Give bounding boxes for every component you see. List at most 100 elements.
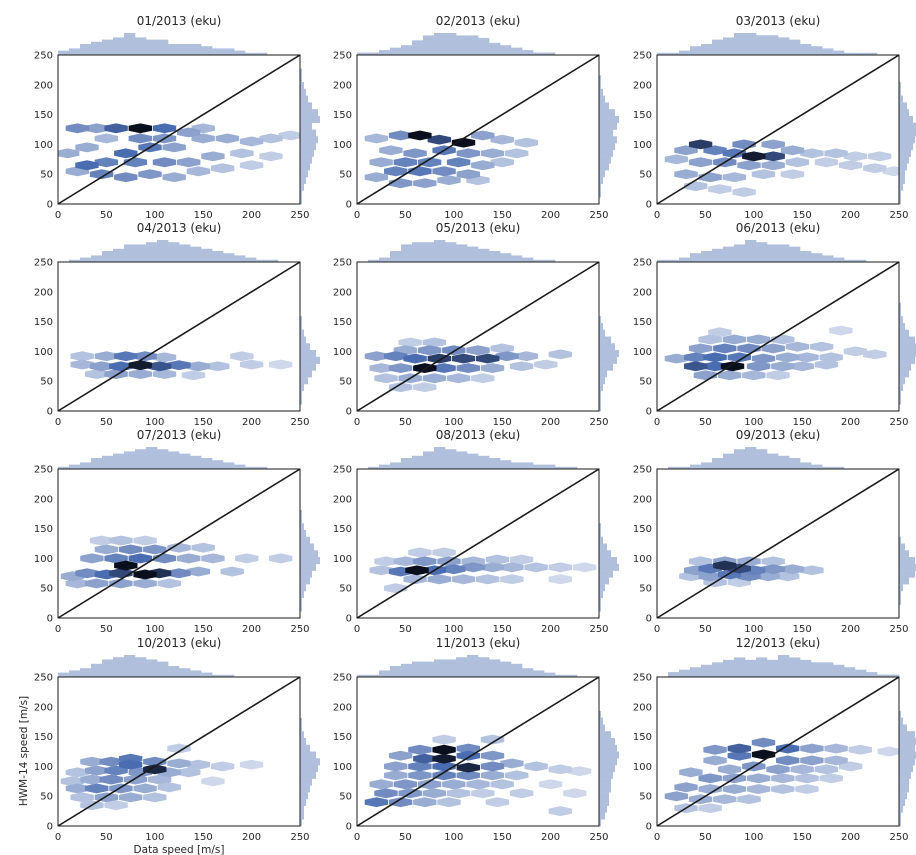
x-hist-bar bbox=[179, 44, 191, 55]
y-hist-bar bbox=[300, 343, 310, 351]
y-hist-bar bbox=[300, 88, 306, 96]
x-hist-bar bbox=[390, 47, 402, 55]
x-hist-bar bbox=[734, 244, 746, 262]
y-hist-bar bbox=[599, 383, 603, 391]
x-hist-bar bbox=[201, 46, 213, 55]
hexbin bbox=[114, 172, 138, 183]
hexbin bbox=[761, 151, 785, 162]
subplot-5: 05/2013 (eku) 0 50 100 150 200 250 0 50 100 150 200… bbox=[333, 221, 619, 428]
subplot-title: 09/2013 (eku) bbox=[736, 428, 821, 442]
y-tick-label: 100 bbox=[333, 762, 352, 773]
y-hist-bar bbox=[300, 122, 312, 130]
y-hist-bar bbox=[599, 322, 603, 331]
hexbin bbox=[688, 139, 713, 150]
x-tick-label: 50 bbox=[399, 832, 412, 843]
x-hist-bar bbox=[511, 663, 523, 677]
x-hist-bar bbox=[223, 48, 235, 55]
y-hist-bar bbox=[300, 724, 302, 732]
y-hist-bar bbox=[300, 316, 302, 324]
hexbin bbox=[456, 148, 480, 159]
y-tick-label: 50 bbox=[40, 584, 53, 595]
x-hist-bar bbox=[379, 257, 391, 262]
y-hist-bar bbox=[599, 377, 605, 385]
hexbin bbox=[369, 363, 393, 373]
hexbin bbox=[388, 750, 413, 761]
hexbin bbox=[471, 373, 495, 384]
y-hist-bar bbox=[599, 785, 611, 793]
hexbin bbox=[776, 352, 800, 363]
y-hist-bar bbox=[300, 143, 316, 151]
y-hist-bar bbox=[300, 102, 312, 110]
x-tick-label: 200 bbox=[841, 832, 860, 843]
y-tick-label: 150 bbox=[34, 524, 53, 535]
y-hist-bar bbox=[300, 765, 318, 773]
x-hist-bar bbox=[135, 37, 147, 55]
x-hist-bar bbox=[701, 251, 713, 262]
x-tick-label: 50 bbox=[100, 417, 113, 428]
y-tick-label: 50 bbox=[40, 792, 53, 803]
y-hist-bar bbox=[300, 397, 302, 405]
y-hist-bar bbox=[599, 717, 603, 725]
x-hist-bar bbox=[679, 466, 691, 469]
hexbin bbox=[780, 145, 805, 156]
hexbin bbox=[490, 157, 514, 168]
hexbin bbox=[485, 797, 510, 808]
x-hist-bar bbox=[822, 662, 834, 677]
y-hist-bar bbox=[899, 590, 901, 598]
hexbin bbox=[186, 759, 211, 770]
y-axis-label: HWM-14 speed [m/s] bbox=[18, 696, 30, 806]
x-hist-bar bbox=[489, 42, 501, 55]
x-hist-bar bbox=[445, 242, 457, 262]
hexbin bbox=[703, 755, 727, 766]
hexbin bbox=[384, 166, 408, 177]
x-hist-bar bbox=[522, 50, 534, 55]
hexbin bbox=[480, 761, 505, 772]
hexbin bbox=[186, 166, 211, 177]
hexbin bbox=[471, 160, 495, 171]
y-hist-bar bbox=[899, 377, 905, 385]
x-hist-bar bbox=[245, 466, 257, 469]
x-hist-bar bbox=[690, 464, 702, 469]
y-hist-bar bbox=[899, 390, 901, 398]
hexbin bbox=[746, 784, 771, 794]
y-hist-bar bbox=[300, 149, 314, 157]
y-hist-bar bbox=[599, 397, 601, 405]
hexbin bbox=[80, 756, 104, 767]
y-tick-label: 100 bbox=[633, 554, 652, 565]
x-hist-bar bbox=[91, 458, 103, 469]
x-hist-bar bbox=[844, 52, 856, 55]
hexbin bbox=[780, 169, 805, 180]
x-tick-label: 0 bbox=[654, 417, 660, 428]
y-tick-label: 250 bbox=[34, 258, 53, 269]
hexbin bbox=[824, 148, 848, 159]
y-hist-bar bbox=[300, 812, 304, 820]
hexbin bbox=[732, 187, 756, 197]
x-hist-bar bbox=[855, 259, 867, 262]
hexbin bbox=[800, 565, 824, 576]
subplot-title: 06/2013 (eku) bbox=[736, 221, 821, 235]
hexbin bbox=[809, 341, 834, 352]
y-hist-bar bbox=[300, 115, 320, 124]
hexbin bbox=[89, 169, 114, 180]
y-tick-label: 250 bbox=[633, 51, 652, 62]
x-hist-bar bbox=[544, 672, 556, 677]
x-tick-label: 200 bbox=[541, 624, 560, 635]
hexbin bbox=[451, 353, 476, 364]
x-hist-bar bbox=[866, 52, 878, 55]
x-tick-label: 0 bbox=[55, 417, 61, 428]
y-hist-bar bbox=[599, 350, 619, 358]
y-hist-bar bbox=[300, 785, 310, 793]
identity-line bbox=[656, 261, 900, 412]
hexbin bbox=[75, 568, 99, 579]
x-hist-bar bbox=[58, 672, 70, 677]
y-hist-bar bbox=[599, 590, 603, 598]
hexbin bbox=[727, 750, 751, 761]
x-hist-bar bbox=[223, 674, 235, 677]
y-hist-bar bbox=[899, 122, 916, 130]
x-hist-bar bbox=[58, 466, 70, 469]
y-tick-label: 150 bbox=[633, 110, 652, 121]
x-hist-bar bbox=[58, 50, 70, 55]
x-hist-bar bbox=[811, 464, 823, 469]
y-hist-bar bbox=[899, 95, 903, 103]
y-tick-label: 100 bbox=[633, 140, 652, 151]
